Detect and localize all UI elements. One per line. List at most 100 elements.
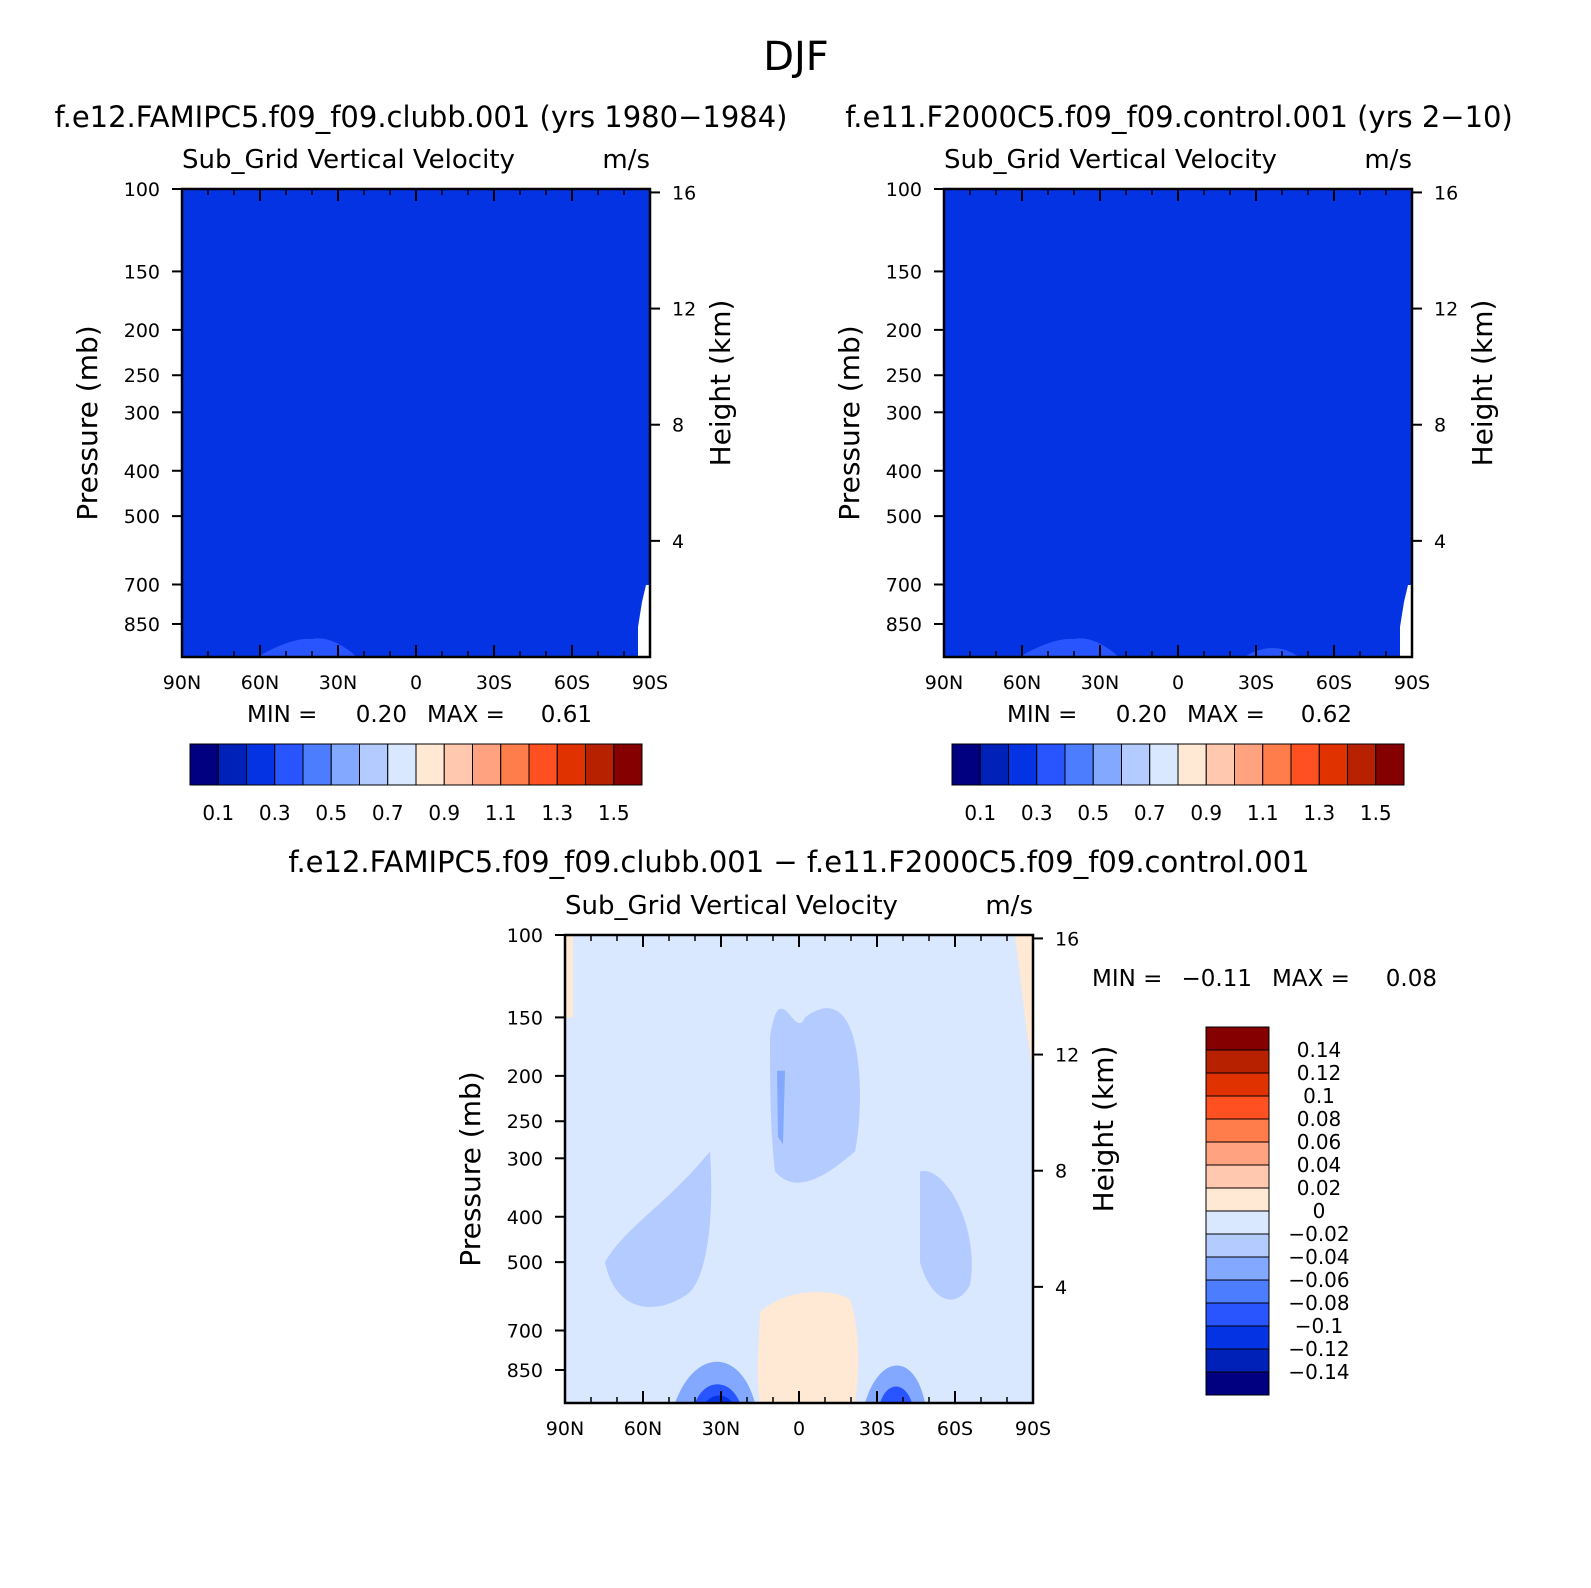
contour-negative: [777, 1070, 785, 1145]
colorbar-swatch: [1205, 1072, 1270, 1097]
stats-min-value: 0.20: [356, 702, 407, 728]
y-axis-label: Pressure (mb): [71, 325, 104, 520]
y-tick-label: 100: [507, 925, 543, 947]
y-right-tick-label: 4: [1434, 531, 1446, 553]
colorbar-label: 1.1: [1247, 801, 1279, 825]
colorbar-label: −0.08: [1288, 1291, 1349, 1315]
plot-fill: [944, 189, 1412, 657]
y-axis-label: Pressure (mb): [454, 1071, 487, 1266]
colorbar-swatch: [387, 743, 417, 786]
x-tick-label: 30S: [859, 1418, 895, 1440]
colorbar-swatch: [1205, 1049, 1270, 1074]
colorbar-label: 0.5: [315, 801, 347, 825]
y-tick-label: 300: [886, 402, 922, 424]
colorbar-swatch: [1064, 743, 1094, 786]
stats-min-label: MIN =: [1092, 966, 1162, 992]
stats-max-label: MAX =: [427, 702, 505, 728]
x-tick-label: 30N: [702, 1418, 740, 1440]
colorbar-label: 0.9: [1190, 801, 1222, 825]
surface-patch: [1244, 648, 1299, 657]
x-tick-label: 30N: [1081, 672, 1119, 694]
colorbar-swatch: [585, 743, 615, 786]
y-right-axis-label: Height (km): [704, 300, 737, 467]
colorbar-swatch: [472, 743, 502, 786]
y-right-tick-label: 4: [672, 531, 684, 553]
colorbar-swatch: [1205, 1371, 1270, 1396]
x-tick-label: 60S: [1316, 672, 1352, 694]
colorbar-swatch: [217, 743, 247, 786]
colorbar-swatch: [500, 743, 530, 786]
colorbar-label: 0.02: [1297, 1176, 1342, 1200]
colorbar-swatch: [1205, 1302, 1270, 1327]
colorbar-swatch: [1205, 1164, 1270, 1189]
y-tick-label: 150: [886, 261, 922, 283]
colorbar-label: 0.06: [1297, 1130, 1342, 1154]
y-tick-label: 200: [886, 320, 922, 342]
plot-fill: [182, 189, 650, 657]
y-tick-label: 250: [124, 365, 160, 387]
colorbar-swatch: [1375, 743, 1405, 786]
y-tick-label: 100: [124, 179, 160, 201]
y-right-tick-label: 8: [1434, 415, 1446, 437]
x-tick-label: 90S: [1015, 1418, 1051, 1440]
colorbar-swatch: [1205, 1210, 1270, 1235]
colorbar-swatch: [1205, 1026, 1270, 1051]
colorbar-swatch: [189, 743, 219, 786]
x-tick-label: 30S: [1238, 672, 1274, 694]
contour-negative: [865, 1365, 925, 1403]
x-tick-label: 0: [1172, 672, 1184, 694]
colorbar-label: 0.14: [1297, 1038, 1342, 1062]
colorbar-label: 0.7: [1134, 801, 1166, 825]
terrain-mask: [1400, 585, 1412, 657]
y-tick-label: 200: [507, 1066, 543, 1088]
y-right-axis-label: Height (km): [1466, 300, 1499, 467]
y-tick-label: 200: [124, 320, 160, 342]
x-tick-label: 90N: [163, 672, 201, 694]
x-tick-label: 90S: [1394, 672, 1430, 694]
x-tick-label: 60N: [1003, 672, 1041, 694]
y-tick-label: 700: [507, 1321, 543, 1343]
surface-patch: [257, 638, 357, 657]
y-tick-label: 400: [886, 461, 922, 483]
colorbar-label: −0.1: [1295, 1314, 1344, 1338]
colorbar-label: 0.1: [1303, 1084, 1335, 1108]
x-tick-label: 90S: [632, 672, 668, 694]
y-tick-label: 150: [507, 1007, 543, 1029]
x-tick-label: 30S: [476, 672, 512, 694]
y-tick-label: 850: [886, 614, 922, 636]
contour-negative: [920, 1170, 972, 1300]
colorbar-label: 0.7: [372, 801, 404, 825]
colorbar-label: −0.12: [1288, 1337, 1349, 1361]
y-right-tick-label: 8: [1055, 1161, 1067, 1183]
figure-title: DJF: [763, 34, 829, 80]
colorbar-label: 0.04: [1297, 1153, 1342, 1177]
colorbar-swatch: [302, 743, 332, 786]
colorbar-label: −0.02: [1288, 1222, 1349, 1246]
contour-positive: [565, 935, 573, 1018]
panel-title: f.e12.FAMIPC5.f09_f09.clubb.001 (yrs 198…: [55, 100, 788, 134]
contour-negative: [695, 1384, 740, 1403]
colorbar-swatch: [246, 743, 276, 786]
x-tick-label: 60S: [937, 1418, 973, 1440]
y-tick-label: 500: [886, 506, 922, 528]
colorbar-swatch: [1205, 1187, 1270, 1212]
colorbar-label: 0.1: [964, 801, 996, 825]
colorbar-swatch: [556, 743, 586, 786]
colorbar-swatch: [1092, 743, 1122, 786]
colorbar-label: 0.12: [1297, 1061, 1342, 1085]
colorbar-swatch: [359, 743, 389, 786]
y-tick-label: 400: [507, 1207, 543, 1229]
colorbar-swatch: [951, 743, 981, 786]
y-tick-label: 100: [886, 179, 922, 201]
panel-title: f.e12.FAMIPC5.f09_f09.clubb.001 − f.e11.…: [288, 845, 1309, 879]
x-tick-label: 0: [410, 672, 422, 694]
colorbar-swatch: [1205, 1118, 1270, 1143]
stats-min-label: MIN =: [247, 702, 317, 728]
y-tick-label: 500: [507, 1252, 543, 1274]
colorbar-label: 0.1: [202, 801, 234, 825]
y-right-tick-label: 16: [1055, 928, 1079, 950]
y-right-tick-label: 12: [1055, 1045, 1079, 1067]
x-tick-label: 90N: [546, 1418, 584, 1440]
y-axis-label: Pressure (mb): [833, 325, 866, 520]
colorbar-swatch: [1205, 1141, 1270, 1166]
